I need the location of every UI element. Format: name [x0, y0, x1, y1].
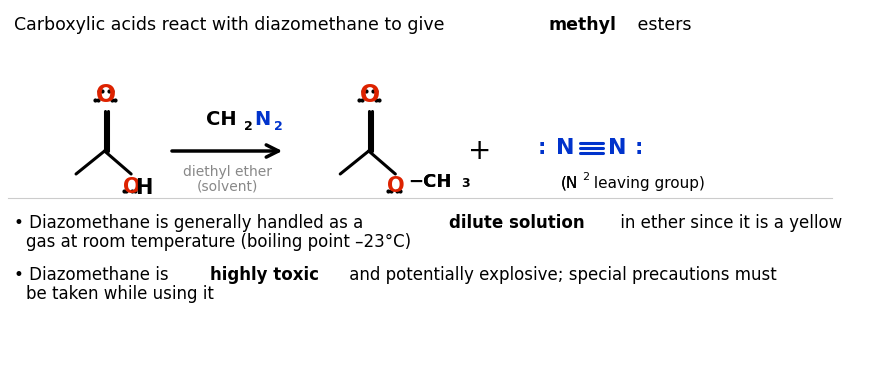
Text: N: N — [608, 138, 627, 158]
Text: highly toxic: highly toxic — [210, 266, 319, 284]
Text: be taken while using it: be taken while using it — [26, 285, 214, 303]
Text: O: O — [386, 176, 404, 196]
Text: O: O — [123, 177, 141, 197]
Text: • Diazomethane is generally handled as a: • Diazomethane is generally handled as a — [14, 214, 369, 232]
Text: 2: 2 — [244, 120, 253, 133]
Text: 2: 2 — [274, 120, 283, 133]
Text: (N: (N — [560, 176, 578, 191]
Text: in ether since it is a yellow: in ether since it is a yellow — [615, 214, 842, 232]
Text: −CH: −CH — [408, 173, 451, 191]
Text: diethyl ether: diethyl ether — [183, 165, 271, 179]
Text: leaving group): leaving group) — [590, 176, 705, 191]
Text: dilute solution: dilute solution — [449, 214, 584, 232]
Text: H: H — [135, 178, 152, 198]
Text: O: O — [360, 83, 380, 107]
Text: Carboxylic acids react with diazomethane to give: Carboxylic acids react with diazomethane… — [14, 16, 450, 34]
Text: N: N — [255, 110, 271, 129]
Text: gas at room temperature (boiling point –23°C): gas at room temperature (boiling point –… — [26, 233, 411, 251]
Text: esters: esters — [632, 16, 692, 34]
Text: :: : — [635, 138, 643, 158]
Text: −CH: −CH — [408, 173, 451, 191]
Text: :: : — [537, 138, 546, 158]
Text: • Diazomethane is: • Diazomethane is — [14, 266, 174, 284]
Text: (solvent): (solvent) — [196, 179, 258, 193]
Text: N: N — [556, 138, 575, 158]
Text: 2: 2 — [582, 172, 589, 182]
Text: CH: CH — [206, 110, 237, 129]
Text: O: O — [95, 83, 116, 107]
Text: methyl: methyl — [549, 16, 617, 34]
Text: and potentially explosive; special precautions must: and potentially explosive; special preca… — [344, 266, 777, 284]
Text: (N: (N — [560, 176, 578, 191]
Text: 3: 3 — [461, 177, 469, 190]
Text: +: + — [469, 137, 492, 165]
